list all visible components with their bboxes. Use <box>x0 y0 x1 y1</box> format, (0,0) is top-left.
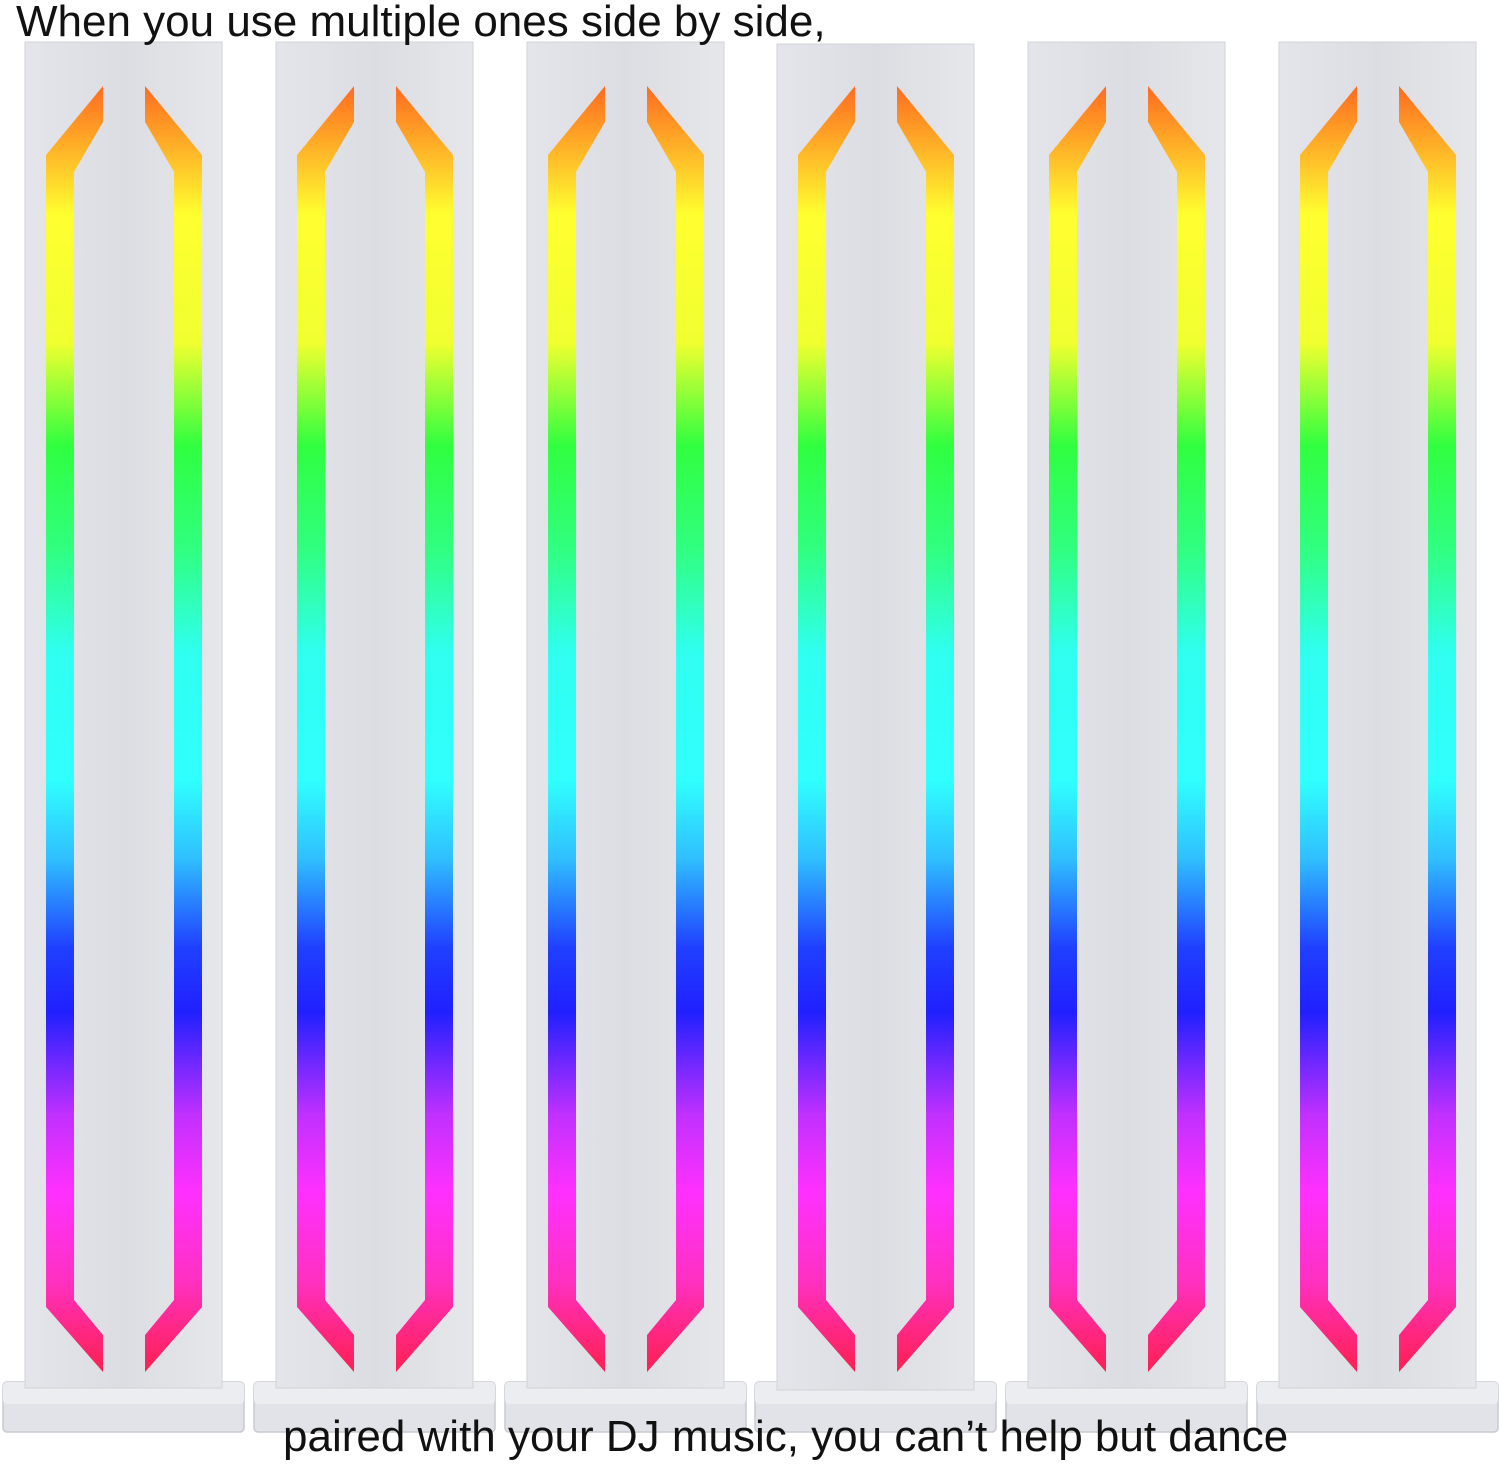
led-strip-right <box>897 86 954 1372</box>
light-bar <box>2 41 245 1433</box>
light-bar <box>504 41 747 1433</box>
led-strip-left <box>548 86 605 1372</box>
light-bars <box>2 41 1499 1433</box>
led-strip-left <box>798 86 855 1372</box>
led-strip-left <box>1300 86 1357 1372</box>
led-strip-right <box>1148 86 1205 1372</box>
footer-text: paired with your DJ music, you can’t hel… <box>283 1412 1288 1461</box>
led-strip-right <box>145 86 202 1372</box>
light-bar <box>1256 41 1499 1433</box>
light-bar <box>754 43 997 1433</box>
led-strip-left <box>46 86 103 1372</box>
led-strip-left <box>1049 86 1106 1372</box>
led-strip-right <box>647 86 704 1372</box>
light-bar <box>253 41 496 1433</box>
led-strip-right <box>396 86 453 1372</box>
light-bar <box>1005 41 1248 1433</box>
led-strip-left <box>297 86 354 1372</box>
led-strip-right <box>1399 86 1456 1372</box>
header-text: When you use multiple ones side by side, <box>16 0 826 46</box>
